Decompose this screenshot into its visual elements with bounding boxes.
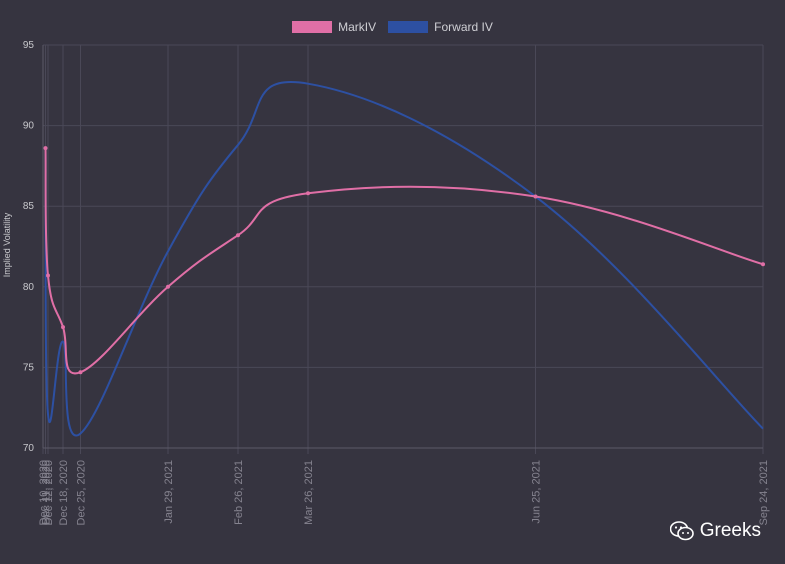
data-point-markiv (236, 233, 240, 238)
data-point-markiv (761, 262, 765, 267)
legend-swatch-forward-iv (388, 21, 429, 33)
x-tick-label: Jun 25, 2021 (531, 460, 543, 524)
x-tick-label: Dec 12, 2020 (43, 460, 55, 525)
legend-label-forward-iv: Forward IV (434, 20, 493, 34)
data-point-markiv (61, 325, 65, 330)
x-tick-label: Dec 11, 2020 (41, 460, 53, 525)
y-tick-label: 95 (23, 40, 35, 51)
y-axis-ticks: 70 75 80 85 90 95 (23, 40, 35, 454)
data-point-markiv (46, 273, 50, 278)
legend-item-forward-iv[interactable]: Forward IV (388, 20, 493, 34)
y-tick-label: 70 (23, 443, 35, 454)
x-tick-label: Feb 26, 2021 (233, 460, 245, 525)
data-point-markiv (43, 146, 48, 151)
legend-label-markiv: MarkIV (338, 20, 377, 34)
watermark: Greeks (669, 520, 761, 542)
wechat-icon (669, 521, 694, 541)
y-axis-label: Implied Volatility (2, 212, 12, 278)
data-point-markiv (78, 370, 83, 375)
data-point-markiv (306, 191, 310, 196)
y-tick-label: 90 (23, 121, 35, 132)
data-point-markiv (533, 194, 538, 199)
data-point-markiv (166, 284, 170, 289)
x-tick-label: Jan 29, 2021 (163, 460, 175, 524)
x-tick-label: Mar 26, 2021 (303, 460, 315, 525)
grid (42, 44, 764, 454)
x-tick-label: Dec 10, 2020 (38, 460, 50, 525)
y-tick-label: 80 (23, 282, 35, 293)
watermark-text: Greeks (699, 520, 761, 541)
legend-swatch-markiv (292, 21, 333, 33)
x-tick-label: Dec 25, 2020 (76, 460, 88, 525)
series-line-markiv (44, 148, 764, 375)
y-tick-label: 85 (23, 201, 35, 212)
series-lines (44, 81, 764, 437)
series-points (43, 146, 765, 375)
legend: MarkIV Forward IV (0, 20, 785, 34)
legend-item-markiv[interactable]: MarkIV (292, 20, 376, 34)
y-tick-label: 75 (23, 362, 35, 373)
x-tick-label: Dec 18, 2020 (58, 460, 70, 525)
x-tick-label: Sep 24, 2021 (758, 460, 770, 525)
series-line-forward-iv (44, 81, 764, 437)
